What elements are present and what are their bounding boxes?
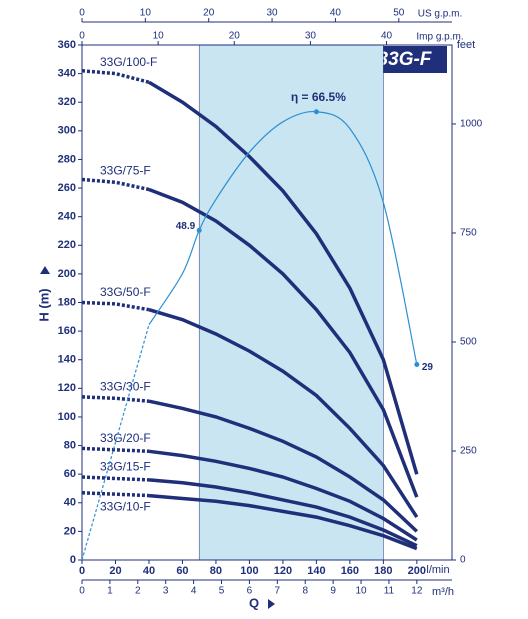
m3h-tick-label: 12 — [411, 586, 423, 597]
x-tick-label: 120 — [274, 565, 292, 577]
y-axis-label: H (m) — [36, 288, 51, 321]
us-gpm-tick-label: 50 — [393, 8, 405, 19]
y-tick-label: 340 — [58, 68, 76, 80]
m3h-tick-label: 1 — [107, 586, 113, 597]
m3h-tick-label: 10 — [355, 586, 367, 597]
pump-curve — [148, 478, 418, 548]
efficiency-point — [414, 362, 420, 368]
x-tick-label: 60 — [176, 565, 188, 577]
legend-label: 33G/75-F — [100, 164, 151, 178]
imp-gpm-tick-label: 10 — [153, 31, 165, 42]
us-gpm-tick-label: 40 — [330, 8, 342, 19]
pump-curve — [148, 80, 419, 475]
m3h-tick-label: 8 — [302, 586, 308, 597]
imp-gpm-label: Imp g.p.m. — [416, 32, 463, 43]
m3h-tick-label: 7 — [275, 586, 281, 597]
pump-curve-extrapolated — [81, 491, 150, 498]
pump-curve-extrapolated — [81, 475, 150, 482]
x-arrow — [268, 599, 275, 609]
pump-curve — [148, 187, 419, 498]
legend-label: 33G/30-F — [100, 380, 151, 394]
y-tick-label: 360 — [58, 39, 76, 51]
y-tick-label: 120 — [58, 382, 76, 394]
imp-gpm-tick-label: 30 — [305, 31, 317, 42]
legend-label: 33G/50-F — [100, 285, 151, 299]
imp-gpm-tick-label: 0 — [79, 31, 85, 42]
efficiency-point — [196, 227, 202, 233]
pump-curve — [148, 308, 419, 519]
legend-label: 33G/10-F — [100, 499, 151, 513]
y-tick-label: 40 — [64, 497, 76, 509]
imp-gpm-tick-label: 20 — [229, 31, 241, 42]
y-tick-label: 160 — [58, 325, 76, 337]
pump-curve — [148, 449, 418, 542]
us-gpm-tick-label: 20 — [203, 8, 215, 19]
pump-curve-extrapolated — [81, 177, 150, 192]
us-gpm-label: US g.p.m. — [418, 9, 462, 20]
y2-tick-label: 500 — [460, 337, 477, 348]
y-tick-label: 100 — [58, 411, 76, 423]
y-tick-label: 0 — [70, 554, 76, 566]
m3h-tick-label: 3 — [163, 586, 169, 597]
m3h-tick-label: 11 — [384, 586, 395, 597]
y-tick-label: 180 — [58, 296, 76, 308]
y-tick-label: 80 — [64, 439, 76, 451]
m3h-tick-label: 9 — [330, 586, 336, 597]
y-tick-label: 20 — [64, 525, 76, 537]
y2-tick-label: 1000 — [460, 119, 483, 130]
legend-label: 33G/20-F — [100, 431, 151, 445]
y-tick-label: 60 — [64, 468, 76, 480]
efficiency-label: 29 — [422, 362, 434, 373]
y-tick-label: 220 — [58, 239, 76, 251]
us-gpm-tick-label: 0 — [79, 8, 85, 19]
m3h-tick-label: 0 — [79, 586, 85, 597]
y2-tick-label: 250 — [460, 446, 477, 457]
y2-axis-label: feet — [457, 39, 475, 51]
x-tick-label: 100 — [240, 565, 258, 577]
us-gpm-tick-label: 10 — [140, 8, 152, 19]
efficiency-curve — [148, 110, 418, 365]
efficiency-extrapolated — [81, 324, 150, 561]
x-tick-label: 40 — [143, 565, 155, 577]
efficiency-point — [313, 109, 319, 115]
m3h-tick-label: 4 — [191, 586, 197, 597]
legend-label: 33G/100-F — [100, 55, 157, 69]
pump-curve-extrapolated — [81, 446, 150, 454]
efficiency-label: η = 66.5% — [291, 90, 346, 104]
x-tick-label: 200 — [408, 565, 426, 577]
pump-curve-extrapolated — [81, 300, 150, 312]
m3h-tick-label: 5 — [219, 586, 225, 597]
x-tick-label: 160 — [341, 565, 359, 577]
y-tick-label: 140 — [58, 354, 76, 366]
y2-tick-label: 0 — [460, 555, 466, 566]
y2-tick-label: 750 — [460, 228, 477, 239]
efficiency-label: 48.9 — [176, 221, 196, 232]
x-unit-label: l/min — [426, 564, 449, 576]
imp-gpm-tick-label: 40 — [381, 31, 393, 42]
x-tick-label: 0 — [79, 565, 85, 577]
pump-curve-extrapolated — [81, 395, 150, 403]
y-tick-label: 260 — [58, 182, 76, 194]
y-tick-label: 320 — [58, 96, 76, 108]
x-tick-label: 80 — [210, 565, 222, 577]
pump-curve-extrapolated — [81, 69, 150, 84]
y-tick-label: 240 — [58, 211, 76, 223]
y-tick-label: 280 — [58, 153, 76, 165]
us-gpm-tick-label: 30 — [267, 8, 279, 19]
x-tick-label: 140 — [307, 565, 325, 577]
legend-label: 33G/15-F — [100, 460, 151, 474]
x-axis-label: Q — [249, 595, 259, 610]
pump-curve — [148, 399, 419, 533]
recommended-range — [198, 44, 384, 561]
y-arrow — [40, 266, 50, 274]
m3h-label: m³/h — [432, 586, 454, 598]
pump-curve — [148, 493, 418, 551]
x-tick-label: 180 — [374, 565, 392, 577]
x-tick-label: 20 — [109, 565, 121, 577]
m3h-tick-label: 6 — [247, 586, 253, 597]
y-tick-label: 300 — [58, 125, 76, 137]
y-tick-label: 200 — [58, 268, 76, 280]
m3h-tick-label: 2 — [135, 586, 141, 597]
